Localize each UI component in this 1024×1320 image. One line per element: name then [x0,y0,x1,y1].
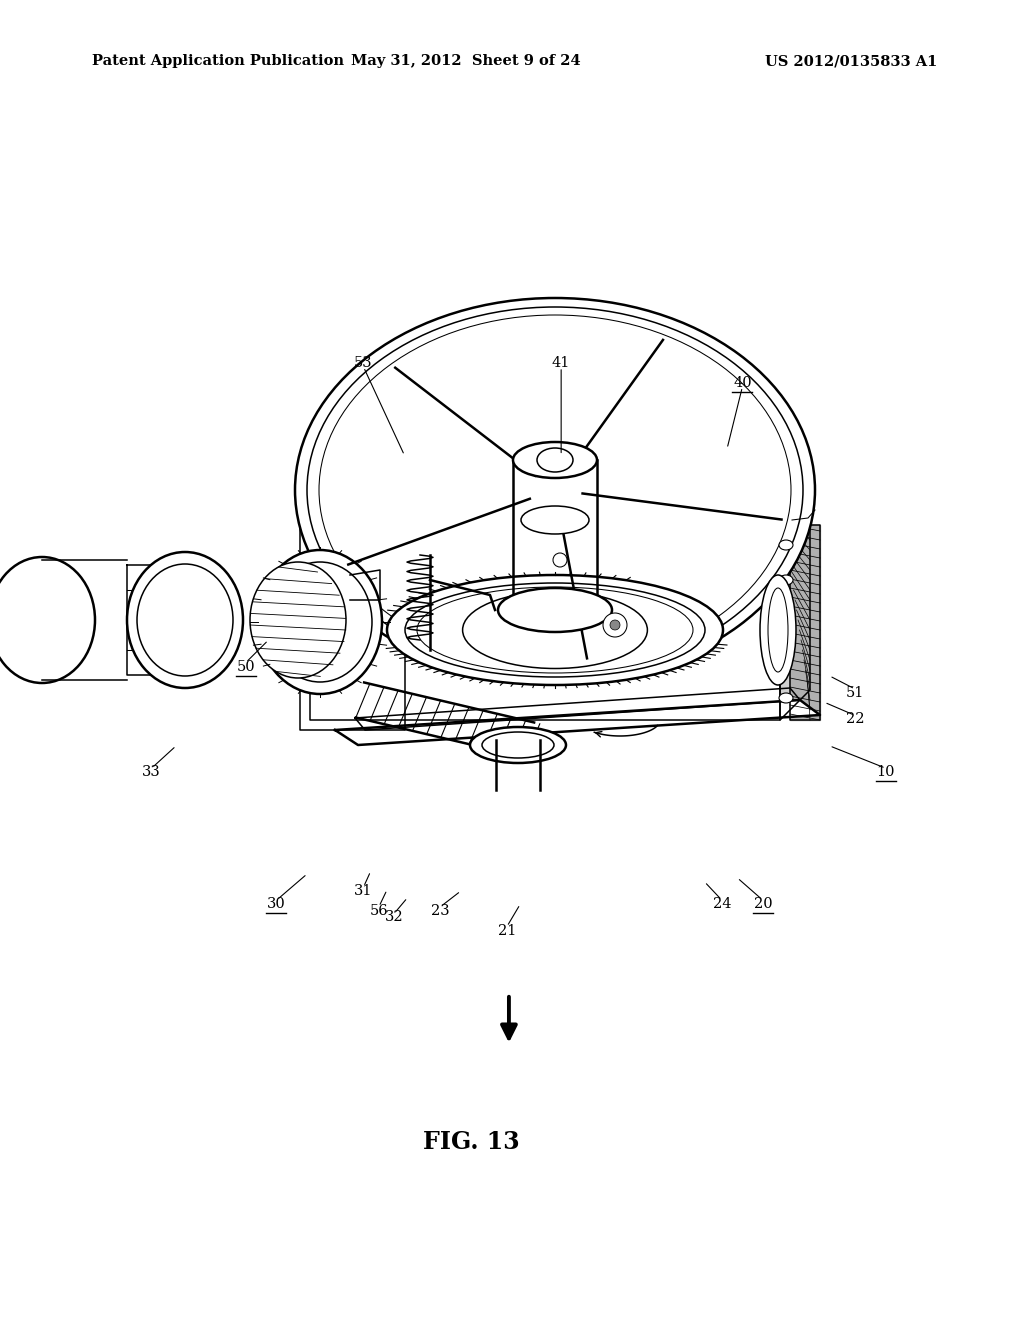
Text: 24: 24 [713,898,731,911]
Ellipse shape [127,552,243,688]
Polygon shape [335,700,820,744]
Text: 23: 23 [431,904,450,917]
Ellipse shape [779,540,793,550]
Ellipse shape [305,558,355,682]
Text: 32: 32 [385,911,403,924]
Text: 51: 51 [846,686,864,700]
Polygon shape [780,500,810,719]
Text: 33: 33 [142,766,161,779]
Ellipse shape [779,693,793,704]
Text: 21: 21 [498,924,516,937]
Ellipse shape [779,576,793,585]
Text: 56: 56 [370,904,388,917]
Ellipse shape [387,576,723,685]
Circle shape [610,620,620,630]
Ellipse shape [0,557,95,682]
Ellipse shape [521,506,589,535]
Ellipse shape [307,308,803,673]
Text: 30: 30 [267,898,286,911]
Ellipse shape [295,298,815,682]
Text: 50: 50 [237,660,255,673]
Text: US 2012/0135833 A1: US 2012/0135833 A1 [765,54,937,69]
Circle shape [553,553,567,568]
Text: 22: 22 [846,713,864,726]
Ellipse shape [760,576,796,685]
Circle shape [603,612,627,638]
Text: 53: 53 [354,356,373,370]
Text: Patent Application Publication: Patent Application Publication [92,54,344,69]
Ellipse shape [498,587,612,632]
Text: 41: 41 [552,356,570,370]
Text: 20: 20 [754,898,772,911]
Text: 31: 31 [354,884,373,898]
Ellipse shape [779,653,793,663]
Text: 10: 10 [877,766,895,779]
Ellipse shape [537,447,573,473]
Ellipse shape [258,550,382,694]
Ellipse shape [513,442,597,478]
Text: FIG. 13: FIG. 13 [423,1130,519,1154]
Ellipse shape [319,315,791,665]
Ellipse shape [779,612,793,623]
Polygon shape [790,525,820,719]
Polygon shape [127,565,214,675]
Text: May 31, 2012  Sheet 9 of 24: May 31, 2012 Sheet 9 of 24 [351,54,581,69]
Polygon shape [42,560,127,680]
Ellipse shape [250,562,346,678]
Text: 40: 40 [733,376,752,389]
Ellipse shape [470,727,566,763]
